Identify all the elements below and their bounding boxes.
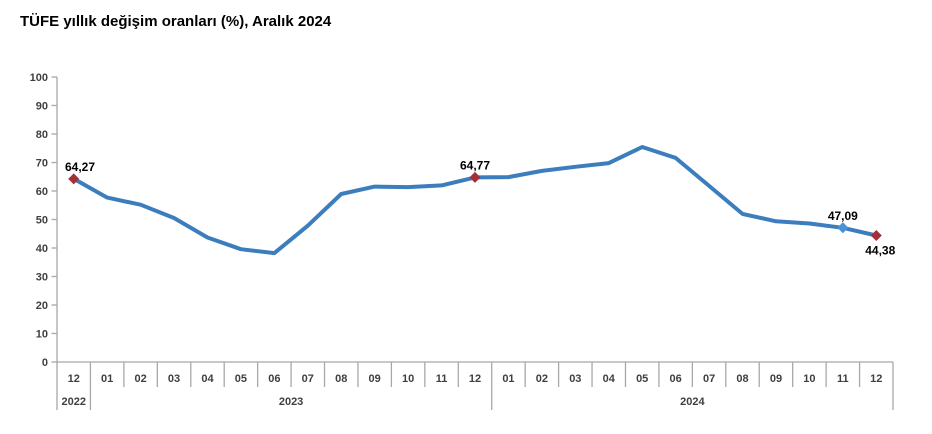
- x-month-label: 02: [536, 373, 548, 385]
- x-month-label: 09: [369, 373, 381, 385]
- y-tick-label: 100: [30, 72, 48, 84]
- y-tick-label: 70: [36, 158, 48, 170]
- y-tick-label: 40: [36, 243, 48, 255]
- data-point-label: 44,38: [865, 244, 895, 258]
- x-month-label: 03: [168, 373, 180, 385]
- x-year-label: 2022: [61, 396, 85, 408]
- x-month-label: 01: [101, 373, 113, 385]
- data-point-label: 47,09: [828, 209, 858, 223]
- x-month-label: 01: [502, 373, 514, 385]
- y-tick-label: 60: [36, 186, 48, 198]
- x-month-label: 05: [235, 373, 247, 385]
- data-point-label: 64,27: [65, 160, 95, 174]
- data-point-marker: [68, 173, 80, 185]
- x-year-label: 2023: [279, 396, 303, 408]
- data-point-marker: [469, 171, 481, 183]
- x-year-label: 2024: [680, 396, 705, 408]
- y-tick-label: 30: [36, 272, 48, 284]
- y-tick-label: 90: [36, 101, 48, 113]
- x-month-label: 09: [770, 373, 782, 385]
- data-point-marker: [870, 230, 882, 242]
- y-tick-label: 50: [36, 215, 48, 227]
- y-tick-label: 80: [36, 129, 48, 141]
- y-tick-label: 20: [36, 300, 48, 312]
- x-month-label: 11: [837, 373, 849, 385]
- x-month-label: 12: [469, 373, 481, 385]
- x-month-label: 11: [436, 373, 448, 385]
- x-month-label: 02: [134, 373, 146, 385]
- y-tick-label: 0: [42, 357, 48, 369]
- x-month-label: 08: [335, 373, 347, 385]
- x-month-label: 10: [803, 373, 815, 385]
- x-month-label: 10: [402, 373, 414, 385]
- chart-title: TÜFE yıllık değişim oranları (%), Aralık…: [20, 13, 332, 30]
- x-month-label: 08: [736, 373, 748, 385]
- x-month-label: 04: [201, 373, 214, 385]
- x-month-label: 06: [268, 373, 280, 385]
- x-month-label: 05: [636, 373, 648, 385]
- x-month-label: 03: [569, 373, 581, 385]
- x-month-label: 04: [603, 373, 616, 385]
- x-month-label: 06: [670, 373, 682, 385]
- x-month-label: 12: [870, 373, 882, 385]
- x-month-label: 07: [703, 373, 715, 385]
- data-point-label: 64,77: [460, 158, 490, 172]
- y-tick-label: 10: [36, 329, 48, 341]
- x-month-label: 07: [302, 373, 314, 385]
- x-month-label: 12: [68, 373, 80, 385]
- data-point-marker: [837, 222, 849, 234]
